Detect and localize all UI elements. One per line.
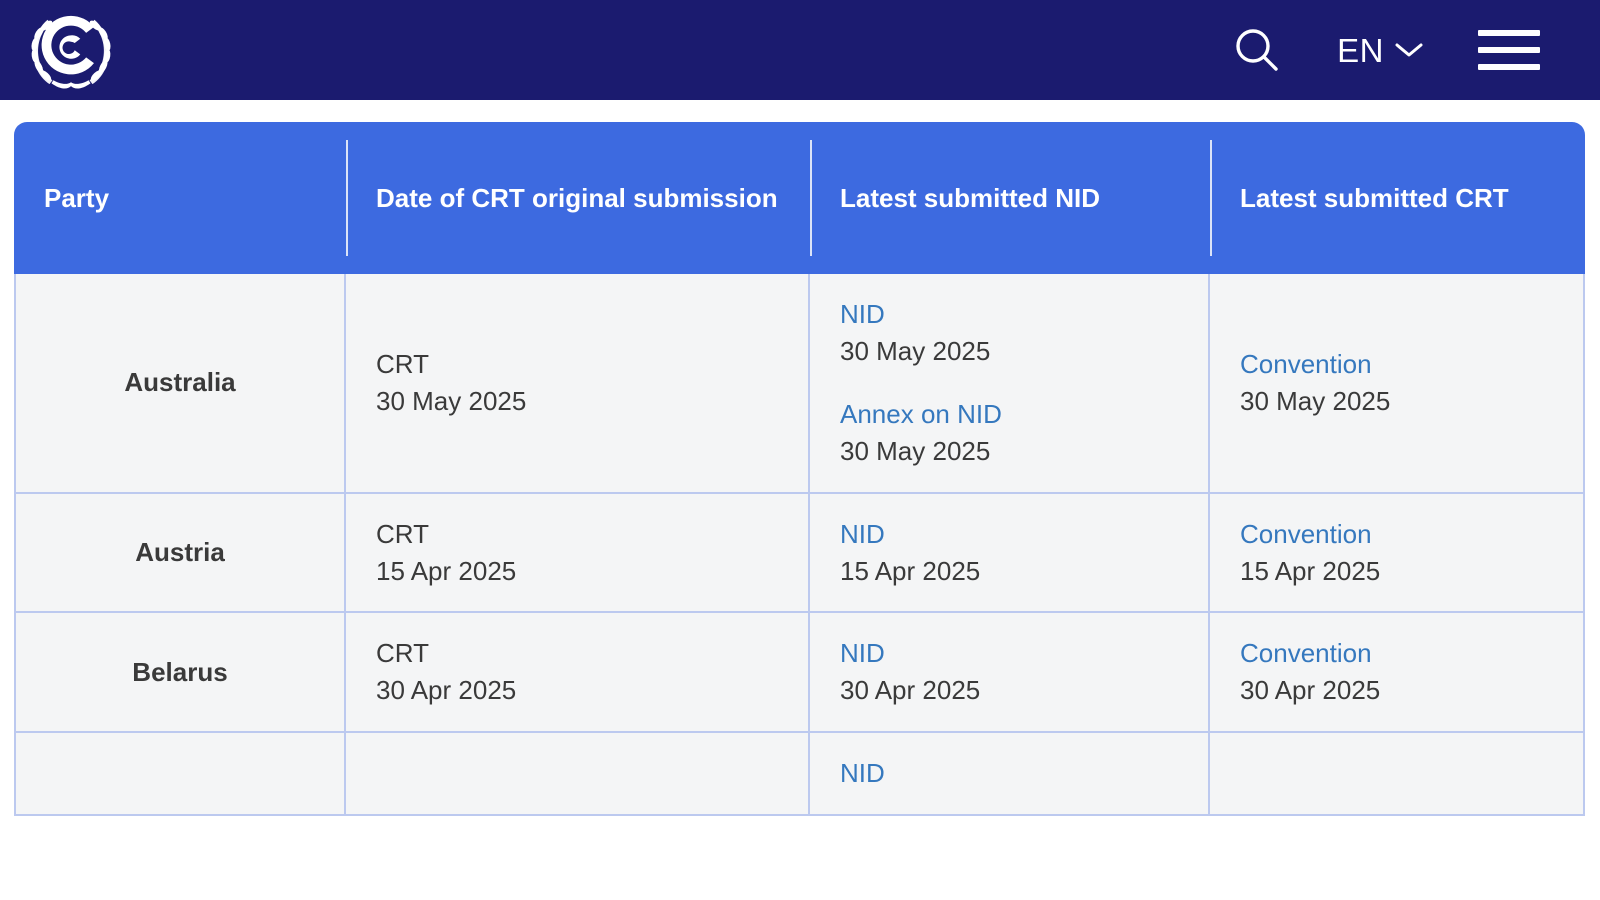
language-label: EN bbox=[1337, 31, 1384, 69]
table-row: NID bbox=[14, 733, 1585, 817]
crt-original-label: CRT bbox=[376, 638, 429, 669]
crt-original-cell: CRT 15 Apr 2025 bbox=[346, 493, 810, 614]
crt-original-date: 30 May 2025 bbox=[376, 385, 527, 416]
nid-link[interactable]: NID bbox=[840, 638, 885, 669]
hamburger-bar-1 bbox=[1478, 30, 1540, 36]
unfccc-logo-icon bbox=[31, 15, 111, 89]
latest-nid-cell: NID 30 Apr 2025 bbox=[810, 613, 1210, 734]
column-header-crt-original-date[interactable]: Date of CRT original submission bbox=[346, 122, 810, 274]
table-row: Australia CRT 30 May 2025 NID 30 May 202… bbox=[14, 274, 1585, 494]
unfccc-logo[interactable] bbox=[22, 8, 120, 92]
crt-original-cell: CRT 30 May 2025 bbox=[346, 274, 810, 494]
doc-group: NID bbox=[840, 755, 1178, 792]
table-body: Australia CRT 30 May 2025 NID 30 May 202… bbox=[14, 274, 1585, 817]
latest-crt-cell: Convention 15 Apr 2025 bbox=[1210, 493, 1585, 614]
latest-crt-cell: Convention 30 May 2025 bbox=[1210, 274, 1585, 494]
annex-on-nid-date: 30 May 2025 bbox=[840, 435, 991, 466]
convention-date: 30 Apr 2025 bbox=[1240, 675, 1381, 706]
nid-date: 15 Apr 2025 bbox=[840, 555, 981, 586]
table-row: Belarus CRT 30 Apr 2025 NID 30 Apr 2025 bbox=[14, 613, 1585, 734]
doc-group: Convention 30 May 2025 bbox=[1240, 346, 1553, 420]
party-name: Australia bbox=[14, 274, 346, 494]
language-selector[interactable]: EN bbox=[1337, 34, 1424, 67]
doc-group: NID 30 May 2025 bbox=[840, 296, 1178, 370]
search-button[interactable] bbox=[1231, 24, 1283, 76]
doc-group: NID 15 Apr 2025 bbox=[840, 516, 1178, 590]
latest-nid-cell: NID bbox=[810, 733, 1210, 817]
search-icon bbox=[1236, 29, 1278, 71]
annex-on-nid-link[interactable]: Annex on NID bbox=[840, 398, 1002, 429]
crt-original-label: CRT bbox=[376, 518, 429, 549]
nid-date: 30 May 2025 bbox=[840, 335, 991, 366]
submissions-table: Party Date of CRT original submission La… bbox=[14, 122, 1585, 817]
party-name: Belarus bbox=[14, 613, 346, 734]
doc-group: NID 30 Apr 2025 bbox=[840, 635, 1178, 709]
party-name bbox=[14, 733, 346, 817]
hamburger-bar-3 bbox=[1478, 64, 1540, 70]
crt-original-cell: CRT 30 Apr 2025 bbox=[346, 613, 810, 734]
header-actions: EN bbox=[1231, 24, 1540, 76]
latest-nid-cell: NID 15 Apr 2025 bbox=[810, 493, 1210, 614]
nid-date: 30 Apr 2025 bbox=[840, 675, 981, 706]
crt-original-date: 15 Apr 2025 bbox=[376, 555, 517, 586]
doc-group: Annex on NID 30 May 2025 bbox=[840, 396, 1178, 470]
crt-original-label: CRT bbox=[376, 348, 429, 379]
party-name: Austria bbox=[14, 493, 346, 614]
menu-button[interactable] bbox=[1478, 30, 1540, 70]
doc-group: CRT 30 May 2025 bbox=[376, 346, 778, 420]
doc-group: CRT 15 Apr 2025 bbox=[376, 516, 778, 590]
column-header-latest-crt[interactable]: Latest submitted CRT bbox=[1210, 122, 1585, 274]
latest-nid-cell: NID 30 May 2025 Annex on NID 30 May 2025 bbox=[810, 274, 1210, 494]
convention-date: 15 Apr 2025 bbox=[1240, 555, 1381, 586]
column-header-party[interactable]: Party bbox=[14, 122, 346, 274]
crt-original-cell bbox=[346, 733, 810, 817]
latest-crt-cell: Convention 30 Apr 2025 bbox=[1210, 613, 1585, 734]
convention-link[interactable]: Convention bbox=[1240, 638, 1372, 669]
table-header-row: Party Date of CRT original submission La… bbox=[14, 122, 1585, 274]
doc-group: Convention 30 Apr 2025 bbox=[1240, 635, 1553, 709]
chevron-down-icon bbox=[1395, 43, 1423, 57]
crt-original-date: 30 Apr 2025 bbox=[376, 675, 517, 706]
nid-link[interactable]: NID bbox=[840, 299, 885, 329]
table-header: Party Date of CRT original submission La… bbox=[14, 122, 1585, 274]
site-header: EN bbox=[0, 0, 1600, 100]
table-container: Party Date of CRT original submission La… bbox=[0, 100, 1600, 900]
doc-group: Convention 15 Apr 2025 bbox=[1240, 516, 1553, 590]
hamburger-bar-2 bbox=[1478, 47, 1540, 53]
table-row: Austria CRT 15 Apr 2025 NID 15 Apr 2025 bbox=[14, 493, 1585, 614]
nid-link[interactable]: NID bbox=[840, 518, 885, 549]
latest-crt-cell bbox=[1210, 733, 1585, 817]
convention-link[interactable]: Convention bbox=[1240, 348, 1372, 379]
column-header-latest-nid[interactable]: Latest submitted NID bbox=[810, 122, 1210, 274]
convention-date: 30 May 2025 bbox=[1240, 385, 1391, 416]
doc-group: CRT 30 Apr 2025 bbox=[376, 635, 778, 709]
convention-link[interactable]: Convention bbox=[1240, 518, 1372, 549]
nid-link[interactable]: NID bbox=[840, 758, 885, 789]
